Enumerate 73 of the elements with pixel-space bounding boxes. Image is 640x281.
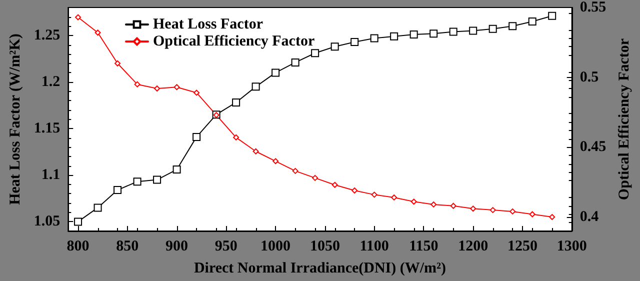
point [410, 30, 418, 39]
point [233, 134, 240, 140]
y-tick-label: 1.05 [34, 214, 60, 230]
point [272, 158, 279, 164]
point [133, 178, 142, 186]
point [192, 132, 201, 141]
point [154, 86, 160, 92]
point [469, 26, 478, 35]
y-tick-label: 1.2 [41, 74, 60, 90]
point [134, 81, 140, 88]
point [74, 218, 82, 226]
point [172, 166, 181, 174]
point [488, 24, 497, 33]
y2-axis-title: Optical Efficiency Factor [616, 38, 632, 200]
x-tick-label: 900 [166, 238, 188, 254]
point [490, 207, 496, 214]
x-tick-label: 1100 [360, 238, 389, 254]
x-tick-label: 1150 [409, 238, 438, 254]
point [153, 176, 162, 184]
point [370, 34, 378, 42]
point [75, 14, 82, 20]
point [508, 22, 517, 30]
y2-tick-label: 0.45 [580, 139, 606, 156]
point [350, 38, 359, 46]
point [312, 174, 318, 181]
x-tick-label: 1300 [556, 238, 587, 254]
point [311, 49, 320, 58]
x-tick-label: 1000 [260, 238, 291, 254]
y-tick-label: 1.1 [41, 167, 60, 184]
y-axis-title: Heat Loss Factor (W/m²K) [8, 34, 24, 205]
point [232, 98, 240, 106]
point [330, 42, 339, 51]
x-tick-label: 1050 [310, 238, 340, 254]
point [549, 214, 556, 220]
point [114, 60, 121, 66]
y-tick-label: 1.15 [34, 120, 60, 137]
point [450, 202, 456, 209]
point [390, 32, 398, 40]
x-axis-title: Direct Normal Irradiance(DNI) (W/m²) [194, 260, 446, 276]
y-tick-label: 1.25 [34, 27, 60, 44]
point [94, 204, 102, 212]
point [114, 186, 122, 194]
point [272, 68, 280, 77]
point [292, 168, 298, 174]
x-tick-label: 1250 [507, 238, 538, 254]
point [174, 84, 180, 90]
point [391, 194, 398, 200]
point [430, 201, 437, 208]
point [430, 30, 438, 38]
point [510, 208, 516, 214]
point [371, 192, 378, 198]
x-tick-label: 1200 [458, 238, 488, 254]
point [332, 182, 338, 188]
point [194, 90, 200, 96]
legend-label: Optical Efficiency Factor [153, 34, 315, 50]
point [252, 82, 260, 91]
legend-label: Heat Loss Factor [153, 16, 264, 32]
point [352, 187, 358, 194]
x-tick-label: 950 [214, 238, 238, 254]
point [528, 17, 536, 26]
point [94, 30, 101, 36]
point [291, 58, 300, 66]
y2-tick-label: 0.5 [580, 69, 599, 86]
point [449, 28, 458, 36]
x-tick-label: 800 [66, 238, 90, 254]
point [410, 198, 417, 205]
y2-tick-label: 0.4 [580, 209, 600, 226]
y2-tick-label: 0.55 [580, 0, 606, 16]
x-tick-label: 850 [116, 238, 139, 254]
point [529, 211, 536, 218]
point [252, 148, 259, 154]
point [548, 12, 556, 20]
point [470, 206, 476, 212]
